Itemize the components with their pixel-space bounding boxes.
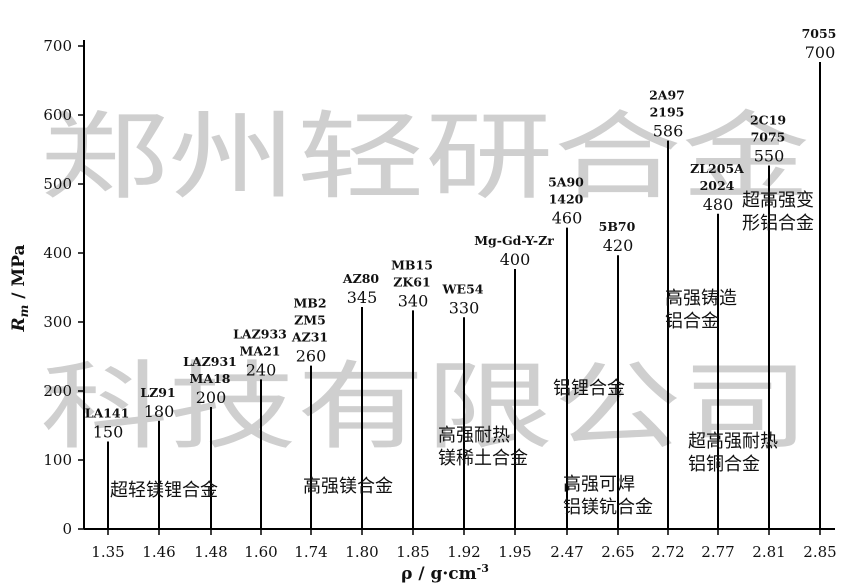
alloy-label: LA141 (85, 406, 130, 421)
x-tick-label: 2.72 (651, 543, 684, 561)
alloy-label: 2A97 (649, 88, 685, 103)
group-label: 超高强耐热 (688, 431, 778, 452)
x-tick-label: 1.95 (498, 543, 531, 561)
value-label: 200 (196, 388, 227, 407)
value-label: 420 (603, 236, 634, 255)
alloy-label: Mg-Gd-Y-Zr (474, 233, 554, 248)
x-tick-label: 1.92 (447, 543, 480, 561)
group-label: 镁稀土合金 (438, 448, 528, 469)
alloy-label: 2C19 (750, 113, 786, 128)
x-tick-label: 1.85 (396, 543, 429, 561)
value-label: 400 (500, 250, 531, 269)
watermark-line-1: 郑州轻研合金 (40, 101, 810, 213)
alloy-label: ZM5 (294, 313, 326, 328)
value-label: 550 (754, 147, 785, 166)
value-label: 340 (398, 291, 429, 310)
value-label: 460 (552, 209, 583, 228)
x-tick-label: 1.80 (345, 543, 378, 561)
axes: 0 100 200 300 400 500 600 700 1.35 1.46 1.48 1.60 1.… (9, 37, 837, 584)
group-label: 高强可焊 (563, 474, 635, 495)
alloy-label: AZ80 (342, 271, 380, 286)
x-tick-label: 1.60 (244, 543, 277, 561)
x-tick-label: 2.81 (752, 543, 785, 561)
y-tick-label: 0 (62, 520, 72, 538)
alloy-label: 5A90 (548, 175, 584, 190)
group-label: 超高强变 (742, 190, 814, 211)
alloy-label: MB15 (391, 257, 433, 272)
value-label: 700 (805, 43, 836, 62)
alloy-label: LZ91 (140, 385, 175, 400)
bars (107, 62, 821, 529)
group-label: 超轻镁锂合金 (110, 480, 218, 501)
value-label: 480 (703, 195, 734, 214)
alloy-label: 7055 (802, 26, 837, 41)
alloy-label: LAZ933 (233, 326, 287, 341)
y-tick-label: 300 (43, 313, 72, 331)
alloy-label: 1420 (549, 192, 584, 207)
value-label: 260 (296, 347, 327, 366)
value-label: 586 (653, 122, 684, 141)
group-label: 铝合金 (665, 311, 719, 332)
alloy-label: 5B70 (599, 219, 636, 234)
value-label: 180 (144, 402, 175, 421)
alloy-label: LAZ931 (183, 354, 237, 369)
value-label: 345 (347, 288, 378, 307)
group-label: 形铝合金 (742, 213, 814, 234)
y-tick-label: 700 (43, 37, 72, 55)
alloy-label: 7075 (751, 130, 786, 145)
y-tick-label: 200 (43, 382, 72, 400)
x-tick-label: 2.47 (550, 543, 583, 561)
alloy-label: 2024 (700, 178, 735, 193)
alloy-label: AZ31 (291, 330, 328, 345)
x-tick-label: 1.48 (194, 543, 227, 561)
alloy-label: WE54 (442, 281, 484, 296)
alloy-label: ZK61 (393, 274, 430, 289)
y-tick-label: 600 (43, 106, 72, 124)
alloy-label: ZL205A (690, 161, 744, 176)
x-tick-label: 1.74 (294, 543, 327, 561)
group-label: 铝铜合金 (688, 454, 760, 475)
y-axis-label: Rm / MPa (9, 244, 31, 332)
alloy-label: MA18 (190, 371, 231, 386)
watermark-line-2: 科技有限公司 (40, 351, 810, 463)
group-label: 铝镁钪合金 (563, 497, 653, 518)
value-label: 150 (93, 423, 124, 442)
group-label: 高强镁合金 (303, 476, 393, 497)
x-axis-label: ρ / g·cm-3 (401, 562, 489, 584)
labels: 150 LA141 180 LZ91 200 LAZ931 MA18 240 LAZ933 MA2… (85, 26, 837, 442)
alloy-label: MA21 (240, 343, 281, 358)
alloy-label: MB2 (293, 296, 326, 311)
group-label: 铝锂合金 (553, 378, 625, 399)
value-label: 240 (246, 360, 277, 379)
alloy-label: 2195 (650, 105, 685, 120)
value-label: 330 (449, 298, 480, 317)
y-tick-label: 500 (43, 175, 72, 193)
x-tick-label: 2.85 (803, 543, 836, 561)
x-tick-label: 2.77 (701, 543, 734, 561)
group-label: 高强铸造 (665, 288, 737, 309)
x-tick-label: 1.35 (91, 543, 124, 561)
y-tick-label: 400 (43, 244, 72, 262)
x-tick-label: 1.46 (142, 543, 175, 561)
x-tick-label: 2.65 (601, 543, 634, 561)
y-tick-label: 100 (43, 451, 72, 469)
group-label: 高强耐热 (438, 425, 510, 446)
